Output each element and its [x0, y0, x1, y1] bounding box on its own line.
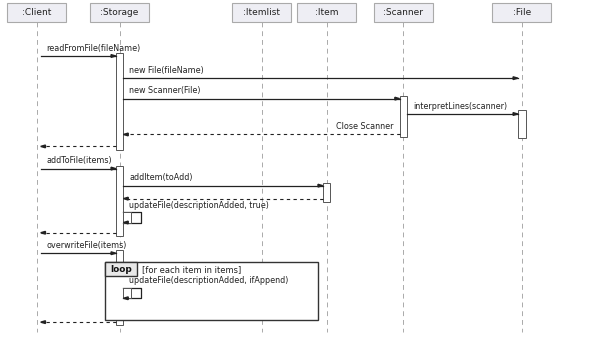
- Text: :Itemlist: :Itemlist: [243, 8, 280, 17]
- Bar: [323, 183, 330, 202]
- Bar: [105, 262, 318, 320]
- Text: :Storage: :Storage: [100, 8, 139, 17]
- Text: overwriteFile(items): overwriteFile(items): [46, 241, 127, 250]
- Polygon shape: [41, 321, 45, 323]
- Polygon shape: [395, 97, 400, 100]
- Text: interpretLines(scanner): interpretLines(scanner): [413, 101, 507, 110]
- Polygon shape: [513, 77, 518, 79]
- Text: updateFile(descriptionAdded, ifAppend): updateFile(descriptionAdded, ifAppend): [129, 276, 289, 285]
- Bar: [400, 96, 407, 137]
- Bar: [116, 166, 124, 236]
- Bar: [124, 288, 131, 298]
- Bar: [7, 3, 67, 22]
- Text: readFromFile(fileName): readFromFile(fileName): [46, 44, 141, 53]
- Bar: [116, 250, 124, 325]
- Bar: [124, 212, 131, 223]
- Polygon shape: [111, 167, 116, 170]
- Bar: [105, 262, 137, 276]
- Polygon shape: [124, 221, 128, 224]
- Text: Close Scanner: Close Scanner: [336, 122, 394, 131]
- Text: new File(fileName): new File(fileName): [129, 66, 204, 75]
- Polygon shape: [124, 297, 128, 300]
- Bar: [116, 53, 124, 150]
- Bar: [374, 3, 433, 22]
- Bar: [518, 110, 526, 138]
- Text: updateFile(descriptionAdded, true): updateFile(descriptionAdded, true): [129, 201, 269, 209]
- Text: :Scanner: :Scanner: [383, 8, 424, 17]
- Bar: [232, 3, 291, 22]
- Polygon shape: [41, 232, 45, 234]
- Bar: [492, 3, 551, 22]
- Text: :File: :File: [513, 8, 531, 17]
- Polygon shape: [513, 112, 518, 115]
- Polygon shape: [111, 55, 116, 57]
- Text: addToFile(items): addToFile(items): [46, 156, 112, 165]
- Polygon shape: [318, 184, 323, 187]
- Text: addItem(toAdd): addItem(toAdd): [129, 173, 193, 182]
- Polygon shape: [41, 145, 45, 148]
- Polygon shape: [124, 133, 128, 136]
- Polygon shape: [111, 252, 116, 255]
- Text: [for each item in items]: [for each item in items]: [142, 265, 241, 274]
- Polygon shape: [124, 197, 128, 200]
- Text: new Scanner(File): new Scanner(File): [129, 86, 201, 95]
- Bar: [90, 3, 149, 22]
- Bar: [297, 3, 356, 22]
- Text: :Item: :Item: [315, 8, 339, 17]
- Text: loop: loop: [110, 265, 132, 274]
- Text: :Client: :Client: [22, 8, 52, 17]
